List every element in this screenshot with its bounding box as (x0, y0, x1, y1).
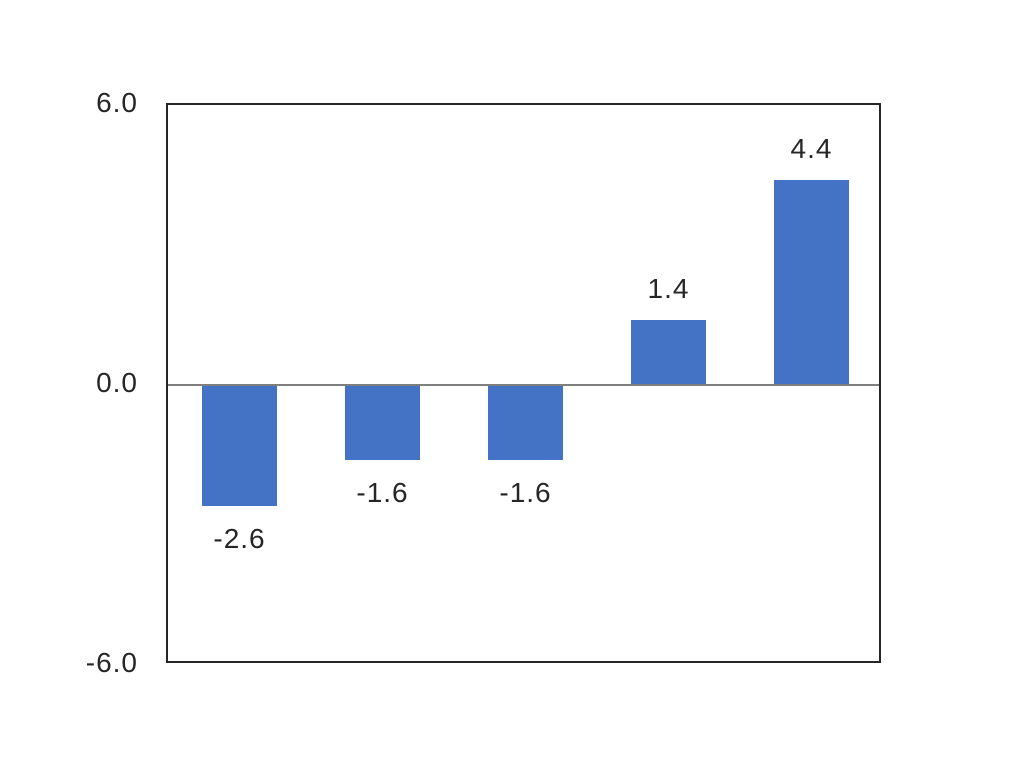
y-axis: 6.0 0.0 -6.0 (0, 87, 138, 678)
bar (345, 385, 420, 460)
y-tick-label: 0.0 (96, 367, 138, 398)
bar (774, 179, 849, 385)
plot-area: -2.6 -1.6 -1.6 1.4 4.4 (166, 103, 881, 663)
bar (631, 319, 706, 385)
bar-value-label: 1.4 (647, 272, 690, 304)
zero-axis-line (168, 384, 879, 386)
bar-value-label: -1.6 (499, 476, 552, 508)
y-tick-label: -6.0 (85, 647, 138, 678)
bar-value-label: 4.4 (790, 132, 833, 164)
y-tick-label: 6.0 (96, 87, 138, 118)
bar-value-label: -2.6 (213, 523, 266, 555)
bar (202, 385, 277, 507)
bar (488, 385, 563, 460)
bar-value-label: -1.6 (356, 476, 409, 508)
